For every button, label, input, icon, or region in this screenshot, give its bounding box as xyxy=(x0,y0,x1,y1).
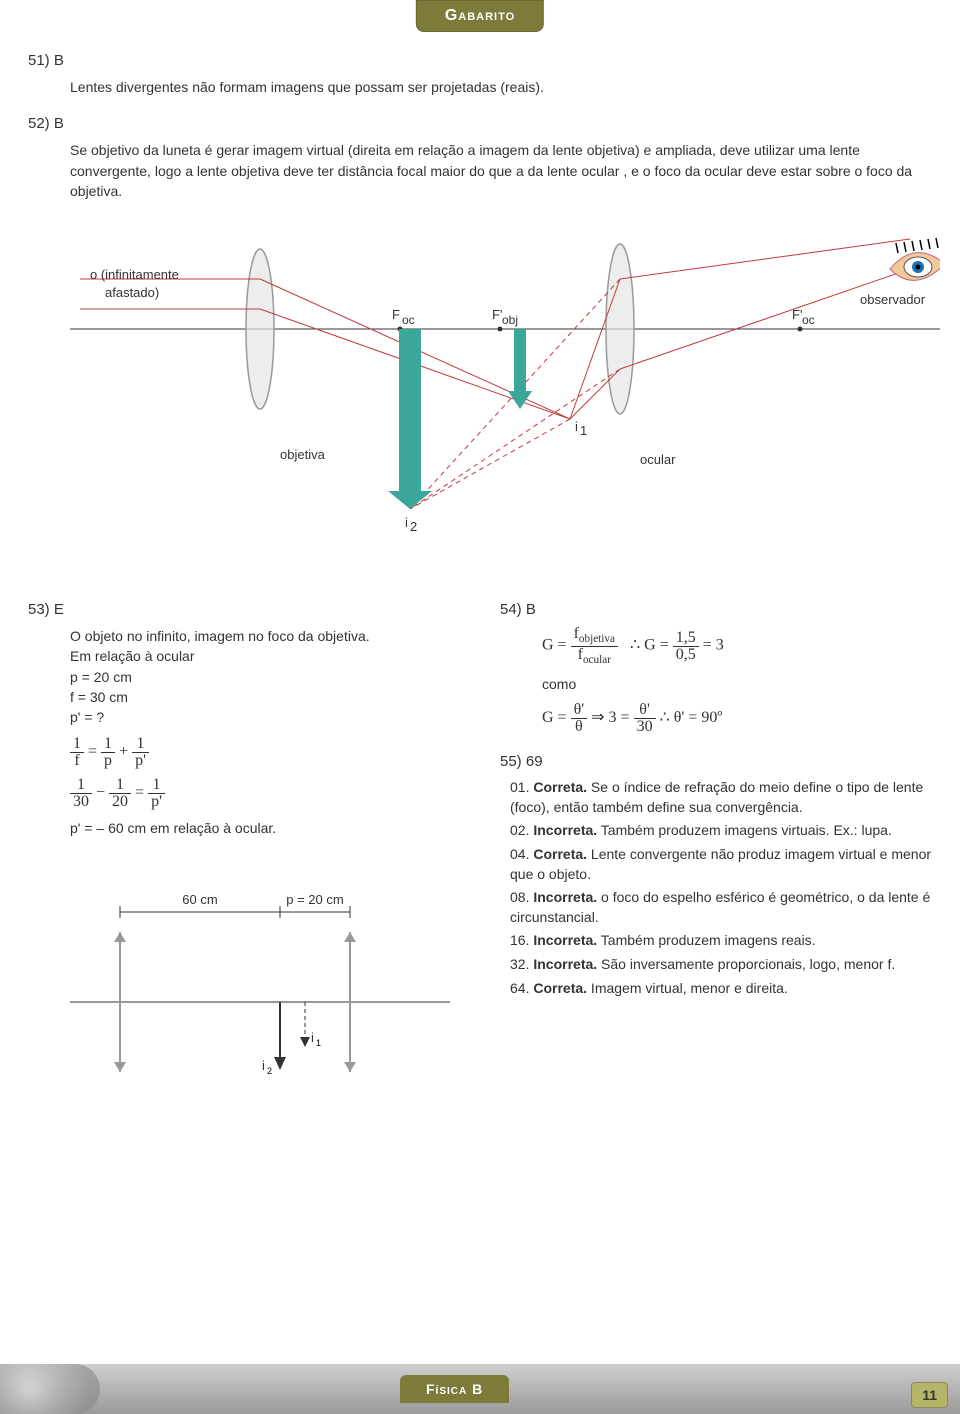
q55-item: 64. Correta. Imagem virtual, menor e dir… xyxy=(510,979,932,999)
q55-item: 16. Incorreta. Também produzem imagens r… xyxy=(510,931,932,951)
q55-body: 01. Correta. Se o índice de refração do … xyxy=(510,778,932,998)
svg-text:p = 20 cm: p = 20 cm xyxy=(286,892,343,907)
q55-item: 02. Incorreta. Também produzem imagens v… xyxy=(510,821,932,841)
svg-text:i: i xyxy=(575,419,578,434)
q55-number: 55) 69 xyxy=(500,753,932,770)
q55-item: 08. Incorreta. o foco do espelho esféric… xyxy=(510,888,932,927)
q53-line5: p' = ? xyxy=(70,707,460,727)
q51-text: Lentes divergentes não formam imagens qu… xyxy=(70,77,932,97)
svg-text:objetiva: objetiva xyxy=(280,447,326,462)
q51-number: 51) B xyxy=(28,52,932,69)
svg-text:objetiva: objetiva xyxy=(95,1080,145,1082)
q55-item: 04. Correta. Lente convergente não produ… xyxy=(510,845,932,884)
svg-text:ocular: ocular xyxy=(640,452,676,467)
q54-como: como xyxy=(542,674,932,694)
svg-text:oc: oc xyxy=(802,313,815,327)
svg-text:i: i xyxy=(262,1058,265,1073)
footer-swirl xyxy=(0,1364,100,1414)
svg-text:F': F' xyxy=(492,307,502,322)
q53-number: 53) E xyxy=(28,601,460,618)
right-column: 54) B G = fobjetiva focular ∴ G = 1,50,5… xyxy=(500,587,932,1100)
q53-line2: Em relação à ocular xyxy=(70,646,460,666)
q52-text: Se objetivo da luneta é gerar imagem vir… xyxy=(70,140,932,201)
footer-page-number: 11 xyxy=(911,1382,948,1408)
q53-line4: f = 30 cm xyxy=(70,687,460,707)
q54-eqG: G = fobjetiva focular ∴ G = 1,50,5 = 3 xyxy=(542,626,932,666)
svg-text:afastado): afastado) xyxy=(105,285,159,300)
q55-item: 01. Correta. Se o índice de refração do … xyxy=(510,778,932,817)
svg-text:obj: obj xyxy=(502,313,518,327)
svg-text:2: 2 xyxy=(410,519,417,534)
q53-diagram: 60 cmp = 20 cmobjetivaoculari1i2 xyxy=(70,852,460,1082)
q54-number: 54) B xyxy=(500,601,932,618)
q52-number: 52) B xyxy=(28,115,932,132)
svg-text:60 cm: 60 cm xyxy=(182,892,217,907)
svg-text:i: i xyxy=(311,1030,314,1045)
q53-body: O objeto no infinito, imagem no foco da … xyxy=(70,626,460,1082)
q54-body: G = fobjetiva focular ∴ G = 1,50,5 = 3 c… xyxy=(542,626,932,735)
q53-eq2: 130 − 120 = 1p' xyxy=(70,777,460,810)
q53-line1: O objeto no infinito, imagem no foco da … xyxy=(70,626,460,646)
page-footer: Física B 11 xyxy=(0,1364,960,1414)
q53-line6: p' = – 60 cm em relação à ocular. xyxy=(70,818,460,838)
svg-text:2: 2 xyxy=(267,1066,272,1076)
svg-text:1: 1 xyxy=(316,1038,321,1048)
page-content: 51) B Lentes divergentes não formam imag… xyxy=(0,0,960,1200)
svg-text:1: 1 xyxy=(580,423,587,438)
svg-text:i: i xyxy=(405,515,408,530)
left-column: 53) E O objeto no infinito, imagem no fo… xyxy=(28,587,460,1100)
svg-text:observador: observador xyxy=(860,292,926,307)
q53-line3: p = 20 cm xyxy=(70,667,460,687)
q55-item: 32. Incorreta. São inversamente proporci… xyxy=(510,955,932,975)
q53-eq1: 1f = 1p + 1p' xyxy=(70,736,460,769)
q52-diagram: FocF'objF'oco (infinitamenteafastado)obj… xyxy=(70,219,932,559)
svg-text:oc: oc xyxy=(402,313,415,327)
svg-text:F: F xyxy=(392,307,400,322)
q54-eqTheta: G = θ'θ ⇒ 3 = θ'30 ∴ θ' = 90º xyxy=(542,702,932,735)
footer-subject: Física B xyxy=(400,1375,509,1403)
svg-text:o (infinitamente: o (infinitamente xyxy=(90,267,179,282)
header-tab: Gabarito xyxy=(416,0,544,32)
svg-text:ocular: ocular xyxy=(330,1080,369,1082)
